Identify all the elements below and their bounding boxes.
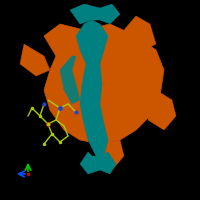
Polygon shape: [76, 20, 108, 156]
Polygon shape: [96, 140, 124, 170]
Polygon shape: [124, 16, 156, 50]
Polygon shape: [70, 4, 120, 24]
Polygon shape: [148, 90, 176, 130]
Polygon shape: [44, 24, 164, 144]
Polygon shape: [80, 152, 116, 174]
Polygon shape: [60, 56, 80, 104]
Polygon shape: [20, 44, 50, 76]
